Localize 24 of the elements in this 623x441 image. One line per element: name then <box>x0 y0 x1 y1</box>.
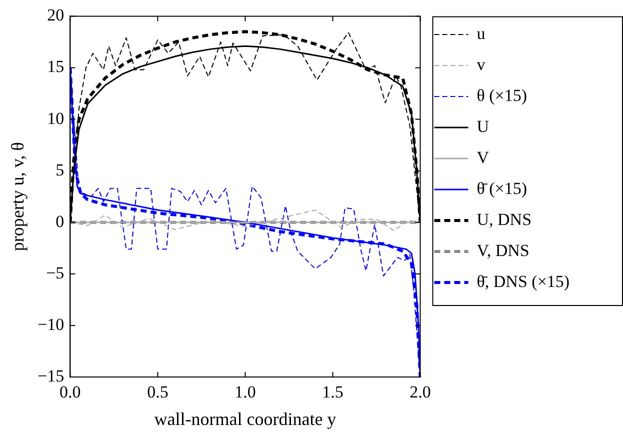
legend-label: θ (×15) <box>476 86 528 105</box>
y-tick-label: −10 <box>38 314 64 334</box>
legend-label: v <box>476 54 486 74</box>
legend-label: u <box>476 24 486 43</box>
y-tick-label: 10 <box>47 108 64 128</box>
y-tick-label: 15 <box>47 57 64 76</box>
y-tick-label: 0 <box>56 212 64 231</box>
x-tick-label: 0.0 <box>60 382 81 402</box>
y-tick-label: −5 <box>46 263 64 282</box>
x-tick-label: 1.0 <box>234 382 256 402</box>
legend-label: θ̄ (×15) <box>476 178 528 198</box>
y-tick-label: 5 <box>56 160 64 180</box>
y-tick-label: 20 <box>47 6 64 25</box>
legend-label: V, DNS <box>476 240 530 260</box>
legend-label: U <box>476 116 490 136</box>
y-axis-title: property u, v, θ <box>8 142 28 252</box>
x-tick-label: 1.5 <box>322 382 344 402</box>
legend-label: θ̄, DNS (×15) <box>476 272 570 291</box>
x-axis-title: wall-normal coordinate y <box>154 408 336 429</box>
legend-label: U, DNS <box>476 210 532 229</box>
x-tick-label: 2.0 <box>410 382 431 402</box>
y-tick-label: −15 <box>38 366 64 386</box>
legend-label: V <box>476 148 490 167</box>
x-tick-label: 0.5 <box>147 382 168 402</box>
